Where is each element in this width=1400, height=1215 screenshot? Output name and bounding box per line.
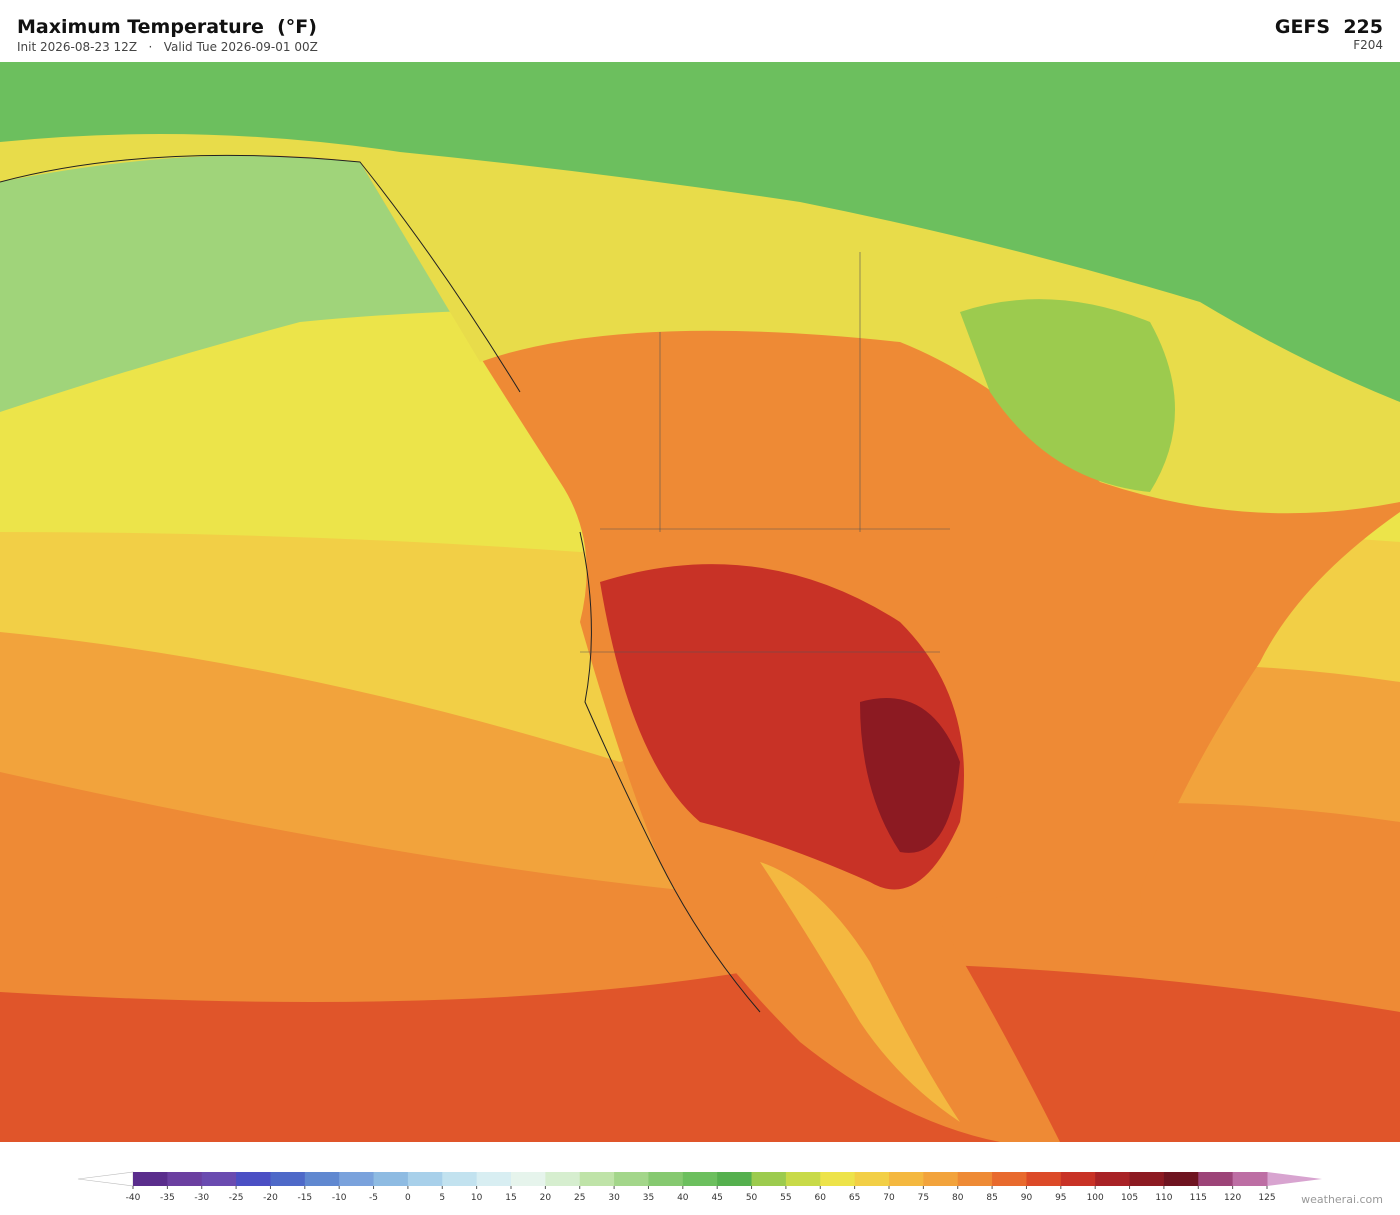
colorbar-tick-label: 45 xyxy=(711,1193,722,1203)
colorbar-bin xyxy=(957,1172,993,1186)
title: Maximum Temperature (°F) xyxy=(17,16,317,38)
colorbar-bin xyxy=(373,1172,409,1186)
colorbar-bin xyxy=(751,1172,787,1186)
colorbar-bin xyxy=(785,1172,821,1186)
hot-region xyxy=(600,564,964,890)
colorbar-tick-label: 50 xyxy=(746,1193,758,1203)
colorbar-bin xyxy=(167,1172,203,1186)
colorbar-bin xyxy=(511,1172,546,1186)
border xyxy=(580,252,950,653)
colorbar-bin xyxy=(304,1172,340,1186)
map xyxy=(0,62,1400,1142)
colorbar-tick-label: 105 xyxy=(1121,1193,1138,1203)
colorbar-bin xyxy=(717,1172,753,1186)
colorbar-tick-label: 25 xyxy=(574,1193,585,1203)
land-arctic xyxy=(0,62,1400,402)
colorbar-bin xyxy=(442,1172,478,1186)
colorbar-tick-label: 100 xyxy=(1087,1193,1104,1203)
colorbar-tick-label: 75 xyxy=(918,1193,929,1203)
colorbar-bin xyxy=(1026,1172,1062,1186)
colorbar-bin xyxy=(1232,1172,1268,1186)
colorbar-tick-label: 115 xyxy=(1190,1193,1207,1203)
credit: weatherai.com xyxy=(1301,1193,1383,1206)
colorbar-bin xyxy=(476,1172,512,1186)
colorbar-bin xyxy=(133,1172,168,1186)
coastline xyxy=(579,531,761,1013)
colorbar-bin xyxy=(545,1172,581,1186)
colorbar-tick-label: 5 xyxy=(439,1193,445,1203)
colorbar-tick-label: 20 xyxy=(540,1193,552,1203)
colorbar-bin xyxy=(339,1172,375,1186)
colorbar-bin xyxy=(648,1172,684,1186)
colorbar-tick-label: 30 xyxy=(608,1193,620,1203)
colorbar-tick-label: 55 xyxy=(780,1193,791,1203)
colorbar-bin xyxy=(682,1172,718,1186)
colorbar-tick-label: 10 xyxy=(471,1193,483,1203)
hudson-bay xyxy=(960,299,1175,492)
colorbar-bin xyxy=(236,1172,271,1186)
colorbar-tick-label: -40 xyxy=(126,1193,141,1203)
colorbar-tick-label: 80 xyxy=(952,1193,964,1203)
colorbar-tick-label: -35 xyxy=(160,1193,175,1203)
colorbar-tick-label: -10 xyxy=(332,1193,347,1203)
colorbar-bin xyxy=(1095,1172,1131,1186)
colorbar-bin xyxy=(923,1172,959,1186)
colorbar-bin xyxy=(820,1172,856,1186)
colorbar-bin xyxy=(614,1172,649,1186)
colorbar-tick-label: -25 xyxy=(229,1193,244,1203)
hottest-region xyxy=(860,698,960,853)
subtitle: Init 2026-08-23 12Z · Valid Tue 2026-09-… xyxy=(17,40,318,54)
colorbar-bin xyxy=(1198,1172,1234,1186)
colorbar-bin xyxy=(579,1172,615,1186)
colorbar-bin xyxy=(1163,1172,1199,1186)
colorbar-bin xyxy=(889,1172,924,1186)
colorbar-tick-label: 85 xyxy=(986,1193,997,1203)
colorbar-bin xyxy=(1129,1172,1165,1186)
colorbar-tick-label: 40 xyxy=(677,1193,689,1203)
colorbar-tick-label: 15 xyxy=(505,1193,516,1203)
colorbar-tick-label: 95 xyxy=(1055,1193,1066,1203)
colorbar-tick-label: 125 xyxy=(1258,1193,1275,1203)
colorbar-tick-label: 120 xyxy=(1224,1193,1241,1203)
colorbar-bin xyxy=(201,1172,237,1186)
colorbar-bin xyxy=(1060,1172,1096,1186)
colorbar-tick-label: 70 xyxy=(883,1193,895,1203)
colorbar-under xyxy=(77,1171,134,1187)
colorbar-tick-label: -15 xyxy=(297,1193,312,1203)
colorbar-bin xyxy=(992,1172,1027,1186)
colorbar-over xyxy=(1267,1172,1322,1186)
colorbar-bin xyxy=(854,1172,890,1186)
colorbar-tick-label: -5 xyxy=(369,1193,378,1203)
colorbar-tick-label: -30 xyxy=(194,1193,209,1203)
colorbar-tick-label: -20 xyxy=(263,1193,278,1203)
model-label: GEFS 225 xyxy=(1274,16,1383,38)
colorbar: -40 -35 -30 -25 -20 -15 -10 -5 0 5 10 15 20 25 30 35 40 4… xyxy=(77,1171,1322,1203)
colorbar-tick-label: 35 xyxy=(643,1193,654,1203)
colorbar-tick-label: 65 xyxy=(849,1193,860,1203)
coastline xyxy=(0,154,521,393)
forecast-hour: F204 xyxy=(1353,38,1383,52)
colorbar-tick-label: 110 xyxy=(1155,1193,1172,1203)
mexico-plateau xyxy=(760,862,960,1122)
colorbar-tick-label: 60 xyxy=(815,1193,827,1203)
colorbar-tick-label: 90 xyxy=(1021,1193,1033,1203)
colorbar-bin xyxy=(407,1172,443,1186)
colorbar-tick-label: 0 xyxy=(405,1193,411,1203)
colorbar-bin xyxy=(270,1172,306,1186)
